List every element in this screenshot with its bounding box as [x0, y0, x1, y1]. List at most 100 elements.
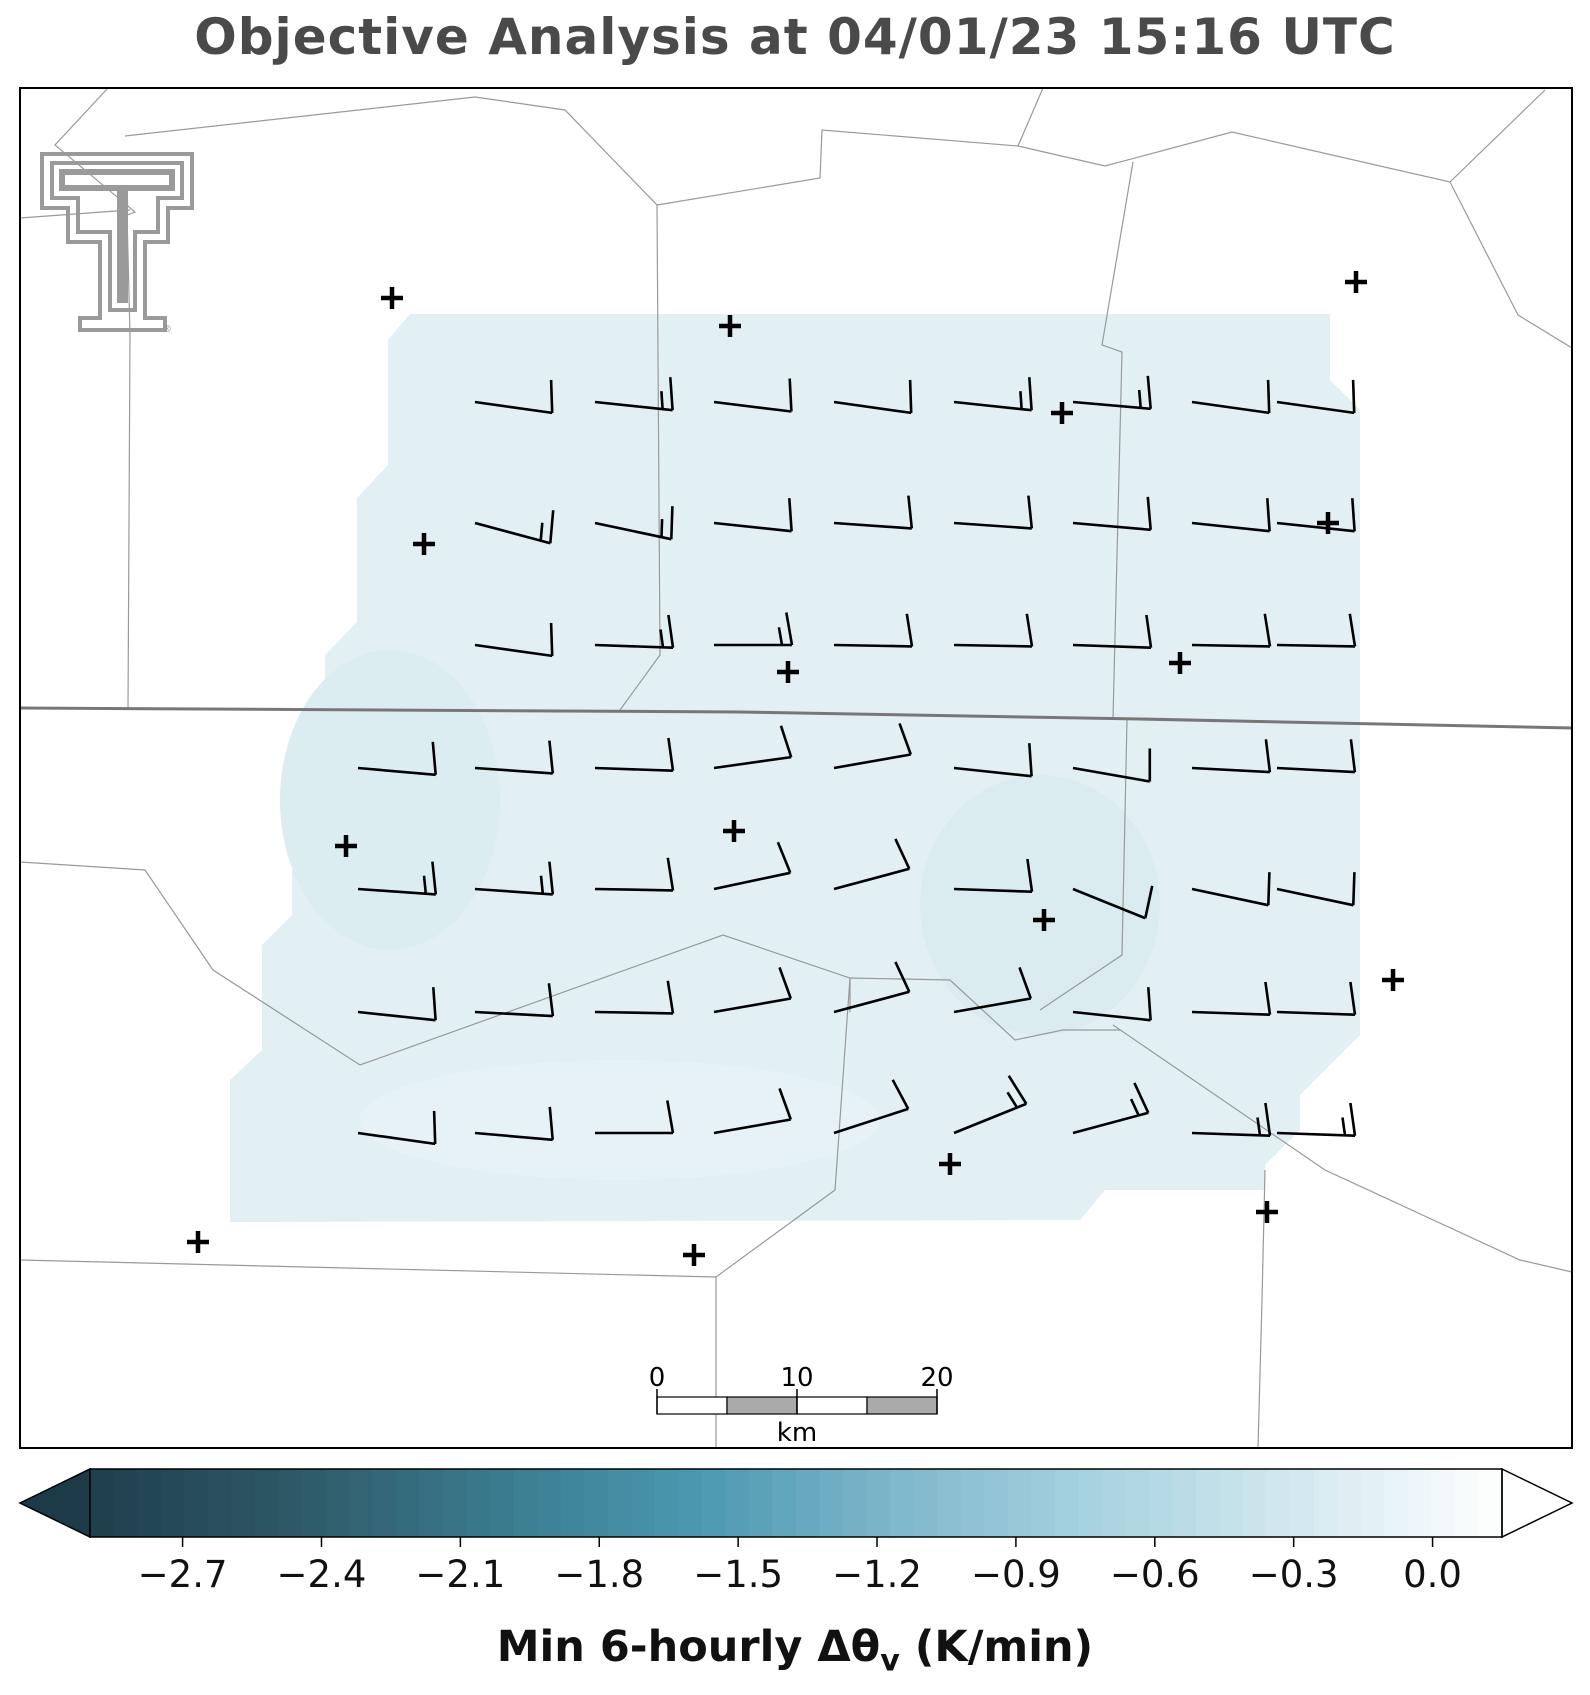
- wind-barb: [1072, 375, 1152, 411]
- colorbar-cell: [160, 1469, 185, 1537]
- wind-barb: [713, 498, 793, 533]
- scale-segment-2: [726, 1396, 798, 1415]
- colorbar-tick-label: −2.7: [138, 1553, 228, 1596]
- colorbar-label: Min 6-hourly Δθv (K/min): [0, 1622, 1590, 1679]
- colorbar-cell: [607, 1469, 632, 1537]
- station-marker: [1317, 512, 1339, 534]
- wind-barb: [833, 495, 914, 530]
- wind-barb: [713, 966, 793, 1014]
- station-marker: [683, 1244, 705, 1266]
- analysis-contour-low-west: [280, 650, 500, 950]
- wind-barb: [713, 1087, 793, 1135]
- colorbar-cell: [772, 1469, 797, 1537]
- wind-barb: [1191, 1102, 1272, 1137]
- map-panel: ® 0 10 20 km: [20, 88, 1572, 1448]
- logo-outer-t: [40, 152, 194, 332]
- colorbar-cell: [419, 1469, 444, 1537]
- station-marker: [1382, 969, 1404, 991]
- county-line: [124, 96, 661, 711]
- wind-barb: [1191, 613, 1272, 648]
- wind-barb: [713, 725, 793, 770]
- colorbar-tick-label: −1.5: [693, 1553, 783, 1596]
- colorbar-cell: [937, 1469, 962, 1537]
- colorbar-cell: [443, 1469, 468, 1537]
- station-marker: [187, 1231, 209, 1253]
- colorbar-cell: [1266, 1469, 1291, 1537]
- page-title: Objective Analysis at 04/01/23 15:16 UTC: [194, 8, 1396, 66]
- colorbar-cell: [960, 1469, 985, 1537]
- station-marker: [381, 287, 403, 309]
- wind-barb: [833, 722, 913, 770]
- wind-barb: [474, 379, 554, 415]
- wind-barb: [474, 510, 555, 545]
- county-line: [20, 1259, 717, 1278]
- county-line: [20, 209, 131, 219]
- colorbar-cell: [372, 1469, 397, 1537]
- wind-barb: [1191, 739, 1272, 774]
- colorbar-cell: [325, 1469, 350, 1537]
- wind-barb: [1072, 496, 1152, 532]
- wind-barb: [1072, 885, 1154, 920]
- wind-barb: [833, 838, 911, 891]
- wind-barb: [474, 622, 554, 658]
- logo-center-t: [59, 169, 175, 303]
- map-frame: [19, 87, 1573, 1449]
- colorbar-cell: [207, 1469, 232, 1537]
- wind-barb: [1276, 379, 1356, 415]
- station-marker: [335, 835, 357, 857]
- wind-barb: [594, 506, 674, 541]
- county-line: [715, 977, 851, 1448]
- wind-barb: [1191, 981, 1272, 1016]
- analysis-shading: [230, 314, 1360, 1222]
- colorbar-max-extension: [1501, 1467, 1574, 1539]
- station-marker: [413, 533, 435, 555]
- colorbar-cell: [913, 1469, 938, 1537]
- colorbar-min-extension: [18, 1467, 91, 1539]
- colorbar-cell: [348, 1469, 373, 1537]
- wind-barb: [357, 1110, 437, 1146]
- colorbar-cell: [890, 1469, 915, 1537]
- colorbar-cell: [819, 1469, 844, 1537]
- wind-barb: [714, 612, 794, 647]
- station-marker: [939, 1153, 961, 1175]
- colorbar-cell: [1478, 1469, 1503, 1537]
- wind-barb: [357, 987, 437, 1022]
- wind-barb: [1276, 1102, 1357, 1137]
- wind-barb: [1072, 987, 1152, 1022]
- county-line: [1017, 88, 1044, 147]
- colorbar-cell: [1290, 1469, 1315, 1537]
- county-line: [1112, 1024, 1572, 1273]
- wind-barbs: [357, 375, 1357, 1146]
- colorbar-cell: [584, 1469, 609, 1537]
- logo-inner-t: [50, 161, 184, 312]
- colorbar-cell: [631, 1469, 656, 1537]
- colorbar-cell: [537, 1469, 562, 1537]
- texas-tech-double-t-logo: ®: [40, 152, 194, 335]
- colorbar-cell: [395, 1469, 421, 1537]
- colorbar: −2.7 −2.4 −2.1 −1.8 −1.5 −1.2 −0.9 −0.6 −0.3 0.0: [18, 1467, 1574, 1596]
- wind-barb: [953, 1075, 1028, 1135]
- colorbar-cell: [254, 1469, 279, 1537]
- analysis-contour-low-south: [360, 1060, 880, 1180]
- wind-barb: [594, 980, 675, 1015]
- colorbar-cell: [490, 1469, 515, 1537]
- scale-segment-1: [656, 1396, 728, 1415]
- wind-barb: [1276, 872, 1356, 907]
- colorbar-cells: [90, 1469, 1503, 1537]
- wind-barb: [713, 841, 792, 891]
- scale-unit: km: [777, 1418, 817, 1448]
- colorbar-cell: [301, 1469, 326, 1537]
- colorbar-cell: [1149, 1469, 1174, 1537]
- colorbar-cell: [748, 1469, 774, 1537]
- station-marker: [723, 820, 745, 842]
- colorbar-cell: [701, 1469, 726, 1537]
- wind-barb: [474, 861, 555, 896]
- colorbar-cell: [1384, 1469, 1409, 1537]
- colorbar-cell: [1101, 1469, 1127, 1537]
- station-marker: [1051, 402, 1073, 424]
- colorbar-cell: [1243, 1469, 1268, 1537]
- station-marker: [1345, 271, 1367, 293]
- colorbar-cell: [231, 1469, 256, 1537]
- scale-segment-4: [866, 1396, 938, 1415]
- colorbar-tick-label: −0.6: [1110, 1553, 1200, 1596]
